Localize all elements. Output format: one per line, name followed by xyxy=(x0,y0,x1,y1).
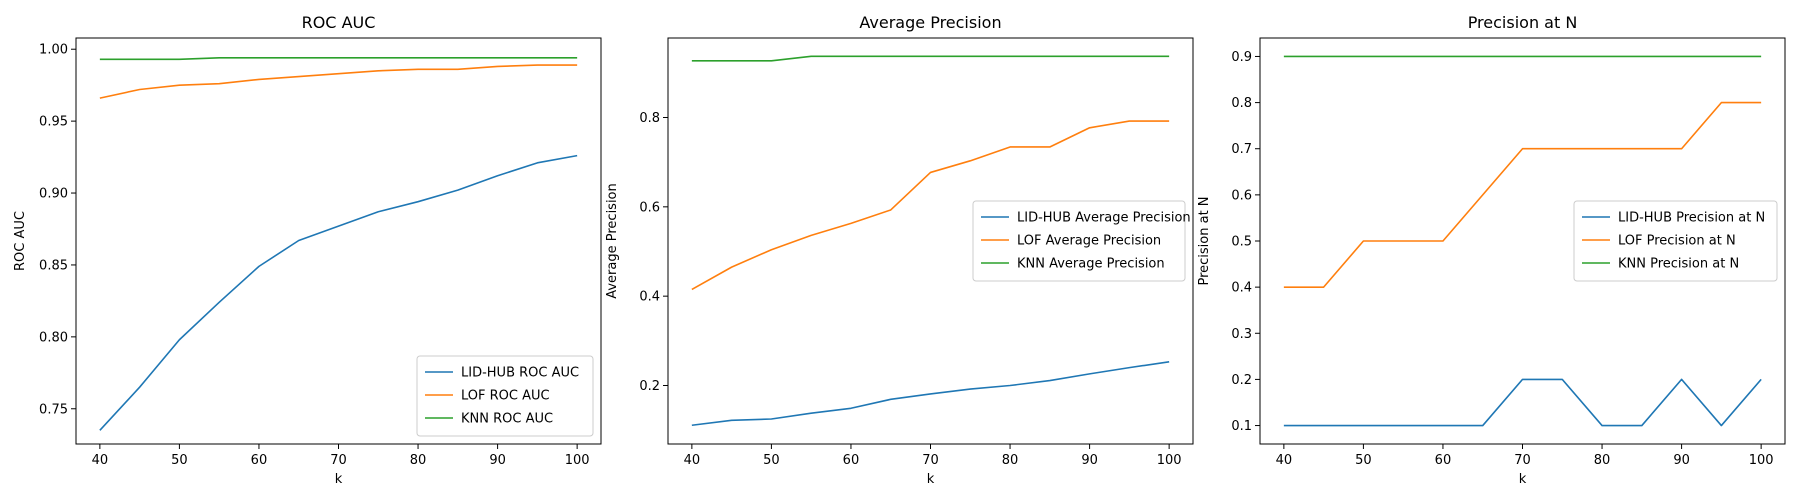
legend-box xyxy=(1573,200,1778,282)
y-tick-label: 0.6 xyxy=(639,200,660,215)
legend-box xyxy=(972,200,1186,282)
legend-entry: LOF ROC AUC xyxy=(461,389,550,404)
y-axis-label: ROC AUC xyxy=(13,211,28,271)
y-tick-label: 0.8 xyxy=(1231,96,1252,111)
legend-entry: LID-HUB Average Precision xyxy=(1017,211,1191,226)
y-tick-label: 0.1 xyxy=(1231,419,1252,434)
chart-title: ROC AUC xyxy=(302,13,376,32)
legend-box xyxy=(416,355,594,437)
y-axis-label: Precision at N xyxy=(1197,196,1212,285)
y-tick-label: 0.75 xyxy=(39,402,68,417)
chart-panel-3: Precision at N 40 50 60 70 80 90 100 0.1 0.2 0.3 0.… xyxy=(1197,13,1786,487)
x-tick-label: 70 xyxy=(922,453,939,468)
x-tick-label: 80 xyxy=(1002,453,1019,468)
plot-frame xyxy=(1259,37,1786,445)
x-tick-label: 70 xyxy=(1514,453,1531,468)
y-tick-label: 0.6 xyxy=(1231,188,1252,203)
legend-entry: KNN ROC AUC xyxy=(461,412,553,427)
y-tick-label: 1.00 xyxy=(39,43,68,58)
legend: LID-HUB ROC AUC LOF ROC AUC KNN ROC AUC xyxy=(416,355,594,437)
legend-entry: LID-HUB ROC AUC xyxy=(461,366,579,381)
x-tick-label: 100 xyxy=(1749,453,1774,468)
x-tick-label: 60 xyxy=(1435,453,1452,468)
series-line-1 xyxy=(1283,378,1762,427)
y-tick-label: 0.4 xyxy=(1231,281,1252,296)
x-tick-label: 80 xyxy=(1594,453,1611,468)
y-tick-label: 0.2 xyxy=(1231,373,1252,388)
x-tick-label: 40 xyxy=(92,453,109,468)
x-axis-label: k xyxy=(335,472,343,487)
legend-entry: LID-HUB Precision at N xyxy=(1618,211,1765,226)
series-line-1 xyxy=(691,361,1170,427)
series-line-3 xyxy=(691,55,1170,62)
plot-frame xyxy=(75,37,602,445)
chart-title: Precision at N xyxy=(1468,13,1578,32)
plot-frame xyxy=(667,37,1194,445)
series-line-2 xyxy=(691,120,1170,291)
y-tick-label: 0.2 xyxy=(639,379,660,394)
x-tick-label: 50 xyxy=(763,453,780,468)
series-line-1 xyxy=(99,154,578,431)
chart-panel-1: ROC AUC 40 50 60 70 80 90 100 0.75 0.80 0.85 0.90 0.… xyxy=(13,13,602,487)
x-tick-label: 90 xyxy=(1081,453,1098,468)
x-tick-label: 90 xyxy=(1673,453,1690,468)
x-tick-label: 70 xyxy=(330,453,347,468)
chart-title: Average Precision xyxy=(859,13,1001,32)
x-tick-label: 60 xyxy=(843,453,860,468)
chart-panel-2: Average Precision 40 50 60 70 80 90 100 0.2 0.4 0.… xyxy=(605,13,1194,487)
x-axis-label: k xyxy=(927,472,935,487)
series-line-2 xyxy=(99,64,578,99)
y-tick-label: 0.4 xyxy=(639,290,660,305)
legend-entry: KNN Precision at N xyxy=(1618,257,1739,272)
x-tick-label: 50 xyxy=(171,453,188,468)
x-axis-label: k xyxy=(1519,472,1527,487)
series-line-2 xyxy=(1283,101,1762,288)
legend-entry: LOF Precision at N xyxy=(1618,234,1736,249)
legend: LID-HUB Precision at N LOF Precision at N… xyxy=(1573,200,1778,282)
y-tick-label: 0.90 xyxy=(39,187,68,202)
x-tick-label: 90 xyxy=(489,453,506,468)
x-tick-label: 80 xyxy=(410,453,427,468)
x-tick-label: 40 xyxy=(684,453,701,468)
y-tick-label: 0.5 xyxy=(1231,235,1252,250)
legend-entry: LOF Average Precision xyxy=(1017,234,1161,249)
y-tick-label: 0.85 xyxy=(39,258,68,273)
legend: LID-HUB Average Precision LOF Average Pre… xyxy=(972,200,1191,282)
y-tick-label: 0.3 xyxy=(1231,327,1252,342)
y-tick-label: 0.8 xyxy=(639,111,660,126)
y-tick-label: 0.7 xyxy=(1231,142,1252,157)
y-axis-label: Average Precision xyxy=(605,183,620,299)
y-tick-label: 0.9 xyxy=(1231,50,1252,65)
y-tick-label: 0.80 xyxy=(39,330,68,345)
x-tick-label: 100 xyxy=(1157,453,1182,468)
legend-entry: KNN Average Precision xyxy=(1017,257,1165,272)
x-tick-label: 50 xyxy=(1355,453,1372,468)
series-line-3 xyxy=(99,57,578,61)
x-tick-label: 100 xyxy=(565,453,590,468)
x-tick-label: 40 xyxy=(1276,453,1293,468)
y-tick-label: 0.95 xyxy=(39,115,68,130)
x-tick-label: 60 xyxy=(251,453,268,468)
